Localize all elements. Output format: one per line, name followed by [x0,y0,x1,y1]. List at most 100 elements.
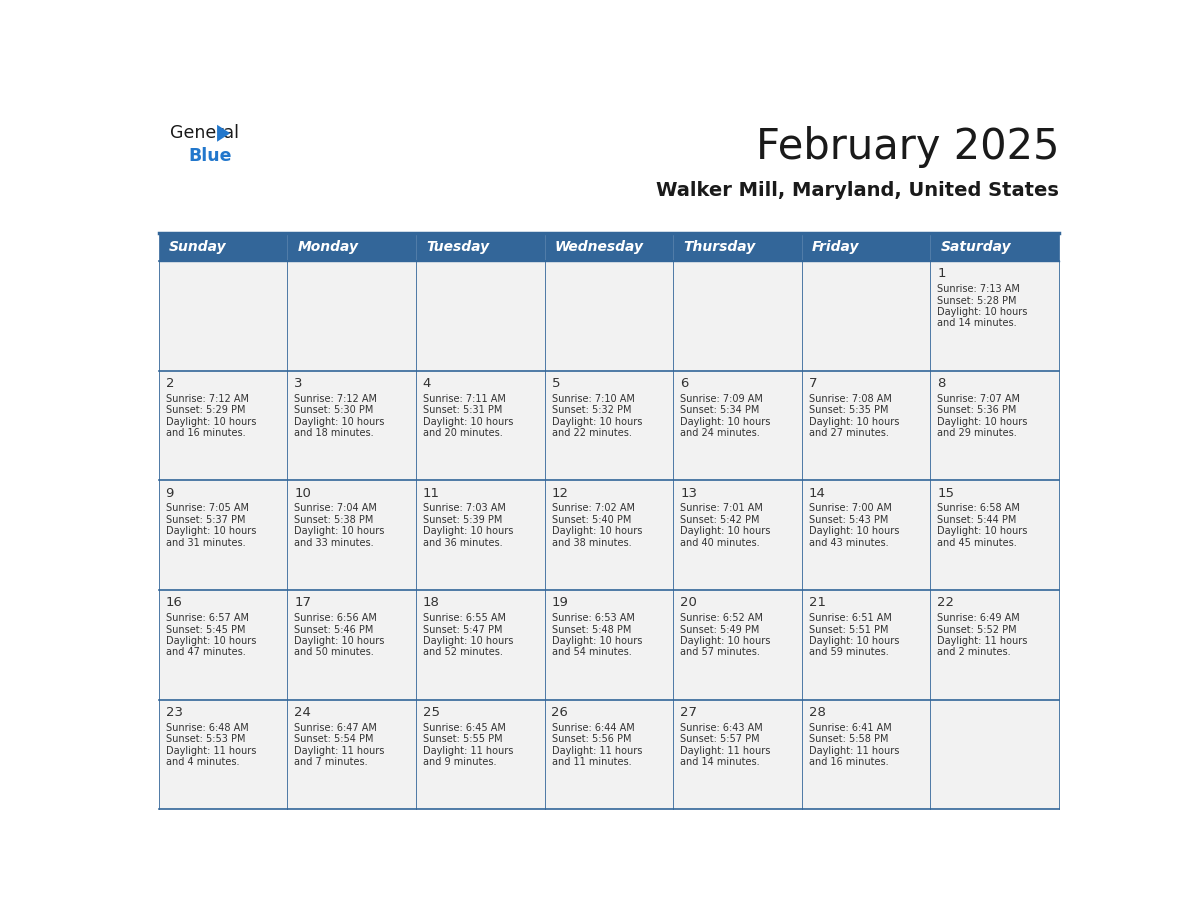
Text: Sunset: 5:49 PM: Sunset: 5:49 PM [681,624,759,634]
Text: 12: 12 [551,487,569,499]
Text: Sunset: 5:47 PM: Sunset: 5:47 PM [423,624,503,634]
Text: Sunrise: 7:12 AM: Sunrise: 7:12 AM [295,394,378,404]
Text: 11: 11 [423,487,440,499]
Text: Sunrise: 6:47 AM: Sunrise: 6:47 AM [295,722,377,733]
Text: 10: 10 [295,487,311,499]
Bar [930,480,1060,590]
Text: and 50 minutes.: and 50 minutes. [295,647,374,657]
Text: and 20 minutes.: and 20 minutes. [423,428,503,438]
Text: Sunset: 5:38 PM: Sunset: 5:38 PM [295,515,373,525]
Text: February 2025: February 2025 [756,126,1060,168]
Text: 17: 17 [295,596,311,610]
Bar [802,590,930,700]
Text: 1: 1 [937,267,946,280]
Text: 27: 27 [681,706,697,719]
Text: Daylight: 10 hours: Daylight: 10 hours [681,526,771,536]
Text: and 40 minutes.: and 40 minutes. [681,538,760,548]
Bar [930,700,1060,810]
Bar [674,371,802,480]
Text: Sunset: 5:30 PM: Sunset: 5:30 PM [295,405,373,415]
Bar [930,590,1060,700]
Text: and 16 minutes.: and 16 minutes. [165,428,245,438]
Text: Sunset: 5:52 PM: Sunset: 5:52 PM [937,624,1017,634]
Text: Sunset: 5:29 PM: Sunset: 5:29 PM [165,405,245,415]
Text: Daylight: 11 hours: Daylight: 11 hours [165,745,255,756]
Text: Sunset: 5:48 PM: Sunset: 5:48 PM [551,624,631,634]
Text: Daylight: 10 hours: Daylight: 10 hours [295,526,385,536]
Text: Daylight: 11 hours: Daylight: 11 hours [809,745,899,756]
Text: Sunrise: 6:57 AM: Sunrise: 6:57 AM [165,613,248,623]
Text: and 22 minutes.: and 22 minutes. [551,428,631,438]
Text: 22: 22 [937,596,954,610]
Text: Sunset: 5:53 PM: Sunset: 5:53 PM [165,734,245,744]
Text: 6: 6 [681,377,689,390]
Text: and 18 minutes.: and 18 minutes. [295,428,374,438]
Text: Thursday: Thursday [683,241,756,254]
Text: Daylight: 10 hours: Daylight: 10 hours [295,636,385,646]
Text: Sunrise: 7:11 AM: Sunrise: 7:11 AM [423,394,506,404]
Text: Sunrise: 6:41 AM: Sunrise: 6:41 AM [809,722,891,733]
Text: 13: 13 [681,487,697,499]
Text: Sunrise: 7:04 AM: Sunrise: 7:04 AM [295,503,377,513]
Text: Sunrise: 6:49 AM: Sunrise: 6:49 AM [937,613,1020,623]
Text: Sunrise: 6:55 AM: Sunrise: 6:55 AM [423,613,506,623]
Bar [544,233,674,261]
Text: Sunrise: 6:56 AM: Sunrise: 6:56 AM [295,613,377,623]
Text: Sunset: 5:54 PM: Sunset: 5:54 PM [295,734,374,744]
Text: Sunset: 5:42 PM: Sunset: 5:42 PM [681,515,759,525]
Text: Sunrise: 7:08 AM: Sunrise: 7:08 AM [809,394,892,404]
Text: and 38 minutes.: and 38 minutes. [551,538,631,548]
Bar [287,590,416,700]
Text: Daylight: 10 hours: Daylight: 10 hours [937,526,1028,536]
Text: Sunrise: 6:44 AM: Sunrise: 6:44 AM [551,722,634,733]
Text: and 36 minutes.: and 36 minutes. [423,538,503,548]
Bar [930,371,1060,480]
Text: Daylight: 10 hours: Daylight: 10 hours [551,636,642,646]
Text: and 29 minutes.: and 29 minutes. [937,428,1017,438]
Text: Daylight: 10 hours: Daylight: 10 hours [165,417,255,427]
Bar [544,261,674,371]
Text: and 7 minutes.: and 7 minutes. [295,757,368,767]
Text: and 27 minutes.: and 27 minutes. [809,428,889,438]
Bar [544,700,674,810]
Bar [416,261,544,371]
Text: Sunset: 5:46 PM: Sunset: 5:46 PM [295,624,373,634]
Text: Daylight: 10 hours: Daylight: 10 hours [551,417,642,427]
Bar [287,261,416,371]
Bar [287,480,416,590]
Text: Sunrise: 7:10 AM: Sunrise: 7:10 AM [551,394,634,404]
Text: Tuesday: Tuesday [426,241,489,254]
Text: Sunrise: 6:48 AM: Sunrise: 6:48 AM [165,722,248,733]
Bar [674,233,802,261]
Text: General: General [170,124,239,142]
Text: 21: 21 [809,596,826,610]
Text: 5: 5 [551,377,560,390]
Text: 8: 8 [937,377,946,390]
Text: and 52 minutes.: and 52 minutes. [423,647,503,657]
Text: 15: 15 [937,487,954,499]
Text: Daylight: 11 hours: Daylight: 11 hours [551,745,642,756]
Text: Sunrise: 6:43 AM: Sunrise: 6:43 AM [681,722,763,733]
Text: Sunrise: 7:01 AM: Sunrise: 7:01 AM [681,503,763,513]
Text: and 14 minutes.: and 14 minutes. [681,757,760,767]
Bar [674,700,802,810]
Text: Sunset: 5:28 PM: Sunset: 5:28 PM [937,296,1017,306]
Text: Daylight: 10 hours: Daylight: 10 hours [937,417,1028,427]
Text: Daylight: 10 hours: Daylight: 10 hours [423,526,513,536]
Bar [544,480,674,590]
Bar [158,233,287,261]
Text: and 33 minutes.: and 33 minutes. [295,538,374,548]
Text: Sunrise: 7:13 AM: Sunrise: 7:13 AM [937,285,1020,294]
Bar [674,480,802,590]
Text: and 24 minutes.: and 24 minutes. [681,428,760,438]
Text: Sunrise: 7:05 AM: Sunrise: 7:05 AM [165,503,248,513]
Text: Daylight: 10 hours: Daylight: 10 hours [165,636,255,646]
Text: Daylight: 10 hours: Daylight: 10 hours [809,526,899,536]
Text: 14: 14 [809,487,826,499]
Text: Sunset: 5:32 PM: Sunset: 5:32 PM [551,405,631,415]
Text: and 43 minutes.: and 43 minutes. [809,538,889,548]
Text: Sunset: 5:44 PM: Sunset: 5:44 PM [937,515,1017,525]
Text: Sunrise: 6:53 AM: Sunrise: 6:53 AM [551,613,634,623]
Text: Daylight: 10 hours: Daylight: 10 hours [681,417,771,427]
Text: Sunset: 5:36 PM: Sunset: 5:36 PM [937,405,1017,415]
